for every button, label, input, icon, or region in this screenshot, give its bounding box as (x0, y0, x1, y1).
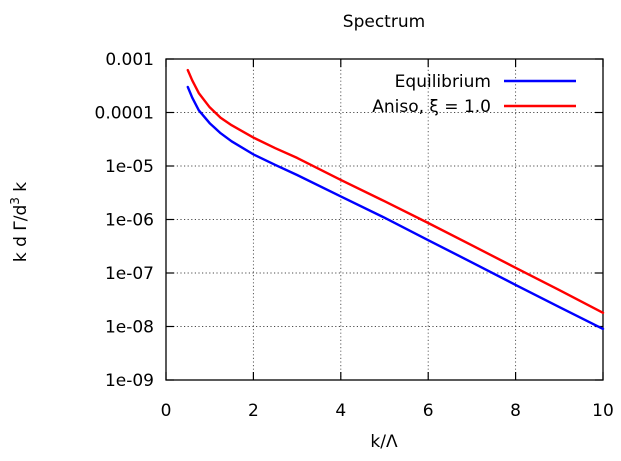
x-tick-label: 8 (510, 401, 521, 421)
legend-label-aniso: Aniso, ξ = 1.0 (372, 97, 491, 117)
x-axis-title: k/Λ (370, 432, 398, 452)
legend-label-equilibrium: Equilibrium (395, 72, 491, 92)
chart-title: Spectrum (343, 12, 425, 32)
x-tick-label: 4 (335, 401, 346, 421)
y-tick-label: 1e-06 (105, 211, 154, 231)
y-axis-title-tail: k (11, 182, 31, 197)
y-tick-label: 1e-05 (105, 157, 154, 177)
y-axis-title-superscript: 3 (8, 197, 22, 205)
x-tick-label: 2 (248, 401, 259, 421)
x-tick-label: 0 (161, 401, 172, 421)
y-tick-label: 1e-09 (105, 371, 154, 391)
grid-lines (166, 59, 603, 380)
x-tick-labels: 0 2 4 6 8 10 (161, 401, 614, 421)
series-line-aniso (186, 68, 605, 314)
y-tick-label: 1e-08 (105, 318, 154, 338)
y-tick-labels: 1e-09 1e-08 1e-07 1e-06 1e-05 0.0001 0.001 (95, 50, 154, 391)
y-axis-title-main: k d Γ/d (11, 205, 31, 262)
y-tick-label: 0.0001 (95, 104, 154, 124)
x-tick-label: 6 (423, 401, 434, 421)
y-tick-label: 0.001 (105, 50, 154, 70)
plot-frame (165, 58, 604, 381)
y-axis-title: k d Γ/d3 k (8, 182, 31, 262)
legend: Equilibrium Aniso, ξ = 1.0 (372, 72, 576, 117)
series-lines (186, 68, 605, 331)
y-tick-label: 1e-07 (105, 264, 154, 284)
x-tick-label: 10 (592, 401, 614, 421)
series-line-equilibrium (186, 85, 605, 331)
